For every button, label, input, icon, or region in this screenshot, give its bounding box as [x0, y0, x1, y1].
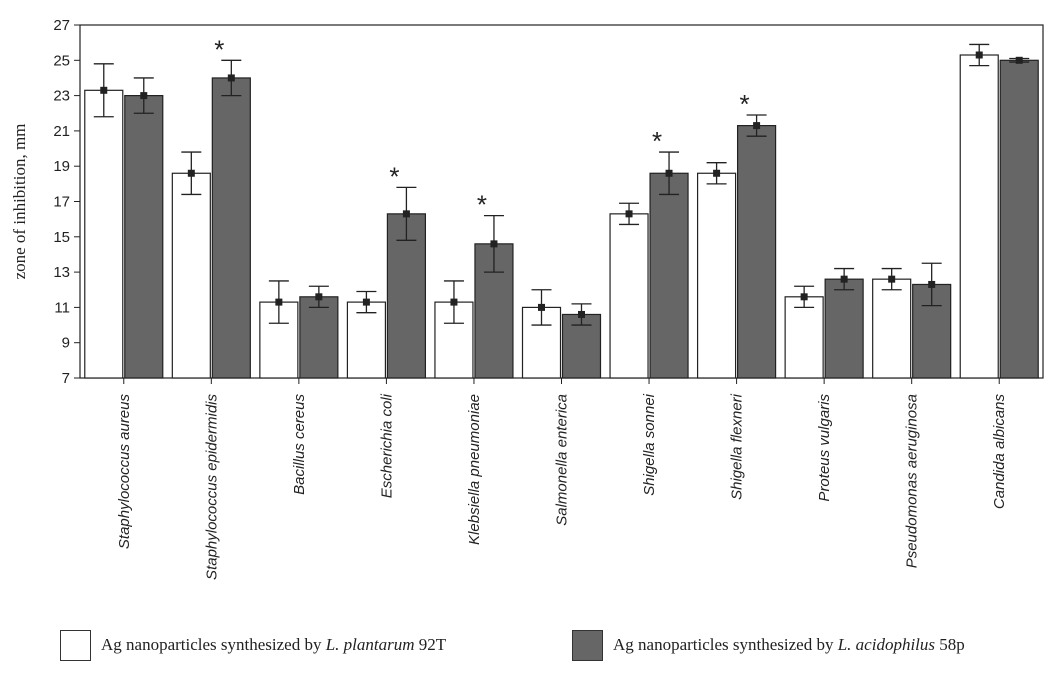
- bar-white: [959, 54, 999, 379]
- bar-white: [784, 296, 824, 379]
- y-tick-label: 23: [53, 88, 70, 105]
- significance-marker: *: [652, 126, 662, 156]
- bar-gray: [386, 213, 427, 379]
- bar-white: [872, 278, 912, 379]
- significance-marker: *: [477, 190, 487, 220]
- mean-marker: [315, 293, 323, 301]
- mean-marker: [490, 240, 498, 248]
- legend-swatch-white: [60, 629, 91, 661]
- bar-gray: [736, 125, 777, 379]
- y-tick-label: 21: [53, 123, 70, 140]
- mean-marker: [928, 280, 936, 288]
- mean-marker: [1015, 56, 1023, 64]
- mean-marker: [187, 169, 195, 177]
- x-category-label: Proteus vulgaris: [816, 394, 833, 502]
- legend-gray: Ag nanoparticles synthesized by L. acido…: [572, 628, 965, 662]
- y-axis-label: zone of inhibition, mm: [10, 124, 29, 280]
- x-category-label: Staphylococcus aureus: [116, 394, 133, 550]
- significance-marker: *: [214, 34, 224, 64]
- legend-swatch-gray: [572, 629, 603, 661]
- bar-white: [346, 301, 387, 379]
- x-category-label: Klebsiella pneumoniae: [466, 394, 483, 545]
- legend-white: Ag nanoparticles synthesized by L. plant…: [60, 628, 446, 662]
- legend-label-white: Ag nanoparticles synthesized by L. plant…: [101, 635, 447, 654]
- mean-marker: [625, 210, 633, 218]
- legend-label-gray: Ag nanoparticles synthesized by L. acido…: [613, 635, 965, 654]
- x-category-label: Shigella flexneri: [729, 393, 746, 500]
- mean-marker: [538, 303, 545, 311]
- mean-marker: [450, 298, 458, 306]
- mean-marker: [140, 92, 148, 100]
- mean-marker: [888, 275, 896, 283]
- mean-marker: [275, 298, 283, 306]
- x-category-label: Shigella sonnei: [641, 393, 658, 495]
- mean-marker: [800, 293, 808, 301]
- mean-marker: [840, 275, 848, 283]
- bar-white: [84, 89, 124, 379]
- y-tick-label: 11: [54, 299, 70, 316]
- x-category-label: Escherichia coli: [378, 393, 395, 498]
- mean-marker: [227, 74, 235, 82]
- y-tick-label: 13: [53, 264, 70, 281]
- mean-marker: [713, 169, 721, 177]
- x-category-label: Candida albicans: [991, 394, 1008, 510]
- mean-marker: [578, 310, 585, 318]
- y-tick-label: 7: [62, 370, 70, 387]
- bar-white: [609, 213, 649, 379]
- y-tick-label: 19: [53, 158, 70, 175]
- y-tick-label: 17: [53, 194, 70, 211]
- x-category-label: Salmonella enterica: [554, 394, 571, 526]
- bar-gray: [649, 172, 689, 379]
- bar-gray: [999, 59, 1039, 379]
- bar-gray: [824, 278, 864, 379]
- x-category-label: Pseudomonas aeruginosa: [904, 394, 921, 568]
- mean-marker: [362, 298, 370, 306]
- y-tick-label: 27: [53, 17, 70, 34]
- significance-marker: *: [389, 161, 399, 191]
- y-tick-label: 25: [53, 52, 70, 69]
- mean-marker: [100, 86, 108, 94]
- x-category-label: Bacillus cereus: [291, 394, 308, 495]
- mean-marker: [975, 51, 983, 59]
- bar-white: [696, 172, 737, 379]
- bar-white: [171, 172, 211, 379]
- mean-marker: [753, 122, 761, 130]
- mean-marker: [402, 210, 410, 218]
- y-tick-label: 9: [62, 335, 70, 352]
- bar-gray: [124, 94, 164, 379]
- bar-gray: [299, 296, 339, 379]
- x-category-label: Staphylococcus epidermidis: [203, 394, 220, 580]
- y-tick-label: 15: [53, 229, 70, 246]
- bar-gray: [211, 77, 251, 379]
- significance-marker: *: [740, 89, 750, 119]
- plot-area: 7 9 11 13 15 17 19 21 23 25 27 zone of inhibition, …: [10, 17, 1044, 580]
- mean-marker: [665, 169, 673, 177]
